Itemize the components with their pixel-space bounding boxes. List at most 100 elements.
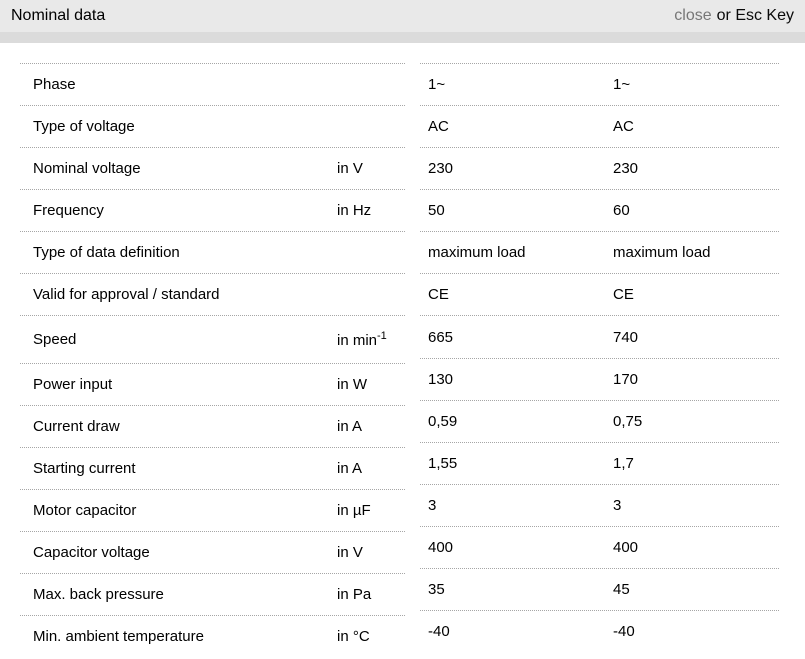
dialog-title: Nominal data <box>11 7 106 24</box>
values-columns: 1~ 1~ AC AC 230 230 50 60 maximum load maximum lo… <box>420 63 779 652</box>
close-controls: close or Esc Key <box>674 7 794 25</box>
value-cell-2: 60 <box>613 202 630 219</box>
param-unit: in µF <box>337 502 405 519</box>
table-row-values: 1~ 1~ <box>420 63 779 105</box>
table-row-values: 50 60 <box>420 189 779 231</box>
table-row: Type of data definition <box>20 231 405 273</box>
unit-text: in V <box>337 544 363 561</box>
table-row-values: CE CE <box>420 273 779 315</box>
table-row: Max. back pressure in Pa <box>20 573 405 615</box>
table-row: Motor capacitor in µF <box>20 489 405 531</box>
table-row-values: 400 400 <box>420 526 779 568</box>
table-row: Starting current in A <box>20 447 405 489</box>
dialog-header: Nominal data close or Esc Key <box>0 0 805 32</box>
unit-text: in V <box>337 160 363 177</box>
table-row-values: 1,55 1,7 <box>420 442 779 484</box>
param-unit: in A <box>337 418 405 435</box>
value-cell-2: 230 <box>613 160 639 177</box>
table-row: Nominal voltage in V <box>20 147 405 189</box>
unit-text: in A <box>337 418 363 435</box>
param-unit: in Hz <box>337 202 405 219</box>
close-button[interactable]: close <box>674 7 712 24</box>
table-row-values: 230 230 <box>420 147 779 189</box>
value-cell-2: 1~ <box>613 76 631 93</box>
table-row: Frequency in Hz <box>20 189 405 231</box>
value-cell-1: 50 <box>428 202 445 219</box>
param-unit: in °C <box>337 628 405 645</box>
table-row: Valid for approval / standard <box>20 273 405 315</box>
param-label: Min. ambient temperature <box>33 628 204 645</box>
table-row: Min. ambient temperature in °C <box>20 615 405 657</box>
unit-text: in Pa <box>337 586 372 603</box>
value-cell-2: 400 <box>613 539 639 556</box>
param-label: Starting current <box>33 460 136 477</box>
param-label: Type of voltage <box>33 118 135 135</box>
value-cell-2: 45 <box>613 581 630 598</box>
table-row-values: AC AC <box>420 105 779 147</box>
param-label: Capacitor voltage <box>33 544 150 561</box>
value-cell-2: maximum load <box>613 244 711 261</box>
param-label: Speed <box>33 331 77 348</box>
param-unit: in min-1 <box>337 329 405 349</box>
param-label: Nominal voltage <box>33 160 141 177</box>
subheader-bar <box>0 32 805 43</box>
value-cell-1: 400 <box>428 539 454 556</box>
unit-superscript: -1 <box>377 329 387 342</box>
value-cell-1: maximum load <box>428 244 526 261</box>
param-unit: in V <box>337 544 405 561</box>
value-cell-2: AC <box>613 118 634 135</box>
value-cell-1: CE <box>428 286 449 303</box>
table-row: Speed in min-1 <box>20 315 405 363</box>
unit-text: in W <box>337 376 367 393</box>
value-cell-1: AC <box>428 118 449 135</box>
param-unit: in Pa <box>337 586 405 603</box>
unit-text: in °C <box>337 628 370 645</box>
table-row: Capacitor voltage in V <box>20 531 405 573</box>
value-cell-2: 1,7 <box>613 455 634 472</box>
unit-text: in A <box>337 460 363 477</box>
value-cell-1: 1,55 <box>428 455 458 472</box>
value-cell-1: 1~ <box>428 76 446 93</box>
table-row-values: 35 45 <box>420 568 779 610</box>
table-row: Type of voltage <box>20 105 405 147</box>
param-label: Valid for approval / standard <box>33 286 220 303</box>
param-label: Frequency <box>33 202 104 219</box>
parameter-column: Phase Type of voltage Nominal voltage in V F… <box>20 63 405 657</box>
value-cell-1: -40 <box>428 623 450 640</box>
unit-text: in Hz <box>337 202 372 219</box>
value-cell-2: CE <box>613 286 634 303</box>
value-cell-1: 3 <box>428 497 437 514</box>
table-row: Current draw in A <box>20 405 405 447</box>
table-row: Phase <box>20 63 405 105</box>
table-row-values: -40 -40 <box>420 610 779 652</box>
value-cell-2: 740 <box>613 328 639 346</box>
value-cell-1: 130 <box>428 371 454 388</box>
unit-text: in min <box>337 331 378 349</box>
table-row-values: 130 170 <box>420 358 779 400</box>
table-row-values: 0,59 0,75 <box>420 400 779 442</box>
table-row-values: maximum load maximum load <box>420 231 779 273</box>
param-label: Type of data definition <box>33 244 180 261</box>
table-row: Power input in W <box>20 363 405 405</box>
param-unit: in V <box>337 160 405 177</box>
param-label: Current draw <box>33 418 120 435</box>
value-cell-2: 0,75 <box>613 413 643 430</box>
nominal-data-table: Phase Type of voltage Nominal voltage in V F… <box>0 43 805 657</box>
param-label: Motor capacitor <box>33 502 137 519</box>
esc-key-hint: or Esc Key <box>716 7 794 24</box>
value-cell-1: 35 <box>428 581 445 598</box>
value-cell-2: -40 <box>613 623 635 640</box>
param-label: Max. back pressure <box>33 586 164 603</box>
value-cell-2: 3 <box>613 497 622 514</box>
value-cell-2: 170 <box>613 371 639 388</box>
table-row-values: 665 740 <box>420 315 779 358</box>
value-cell-1: 0,59 <box>428 413 458 430</box>
param-unit: in A <box>337 460 405 477</box>
value-cell-1: 665 <box>428 328 454 346</box>
unit-text: in µF <box>337 502 371 519</box>
param-label: Phase <box>33 76 76 93</box>
param-label: Power input <box>33 376 113 393</box>
value-cell-1: 230 <box>428 160 454 177</box>
